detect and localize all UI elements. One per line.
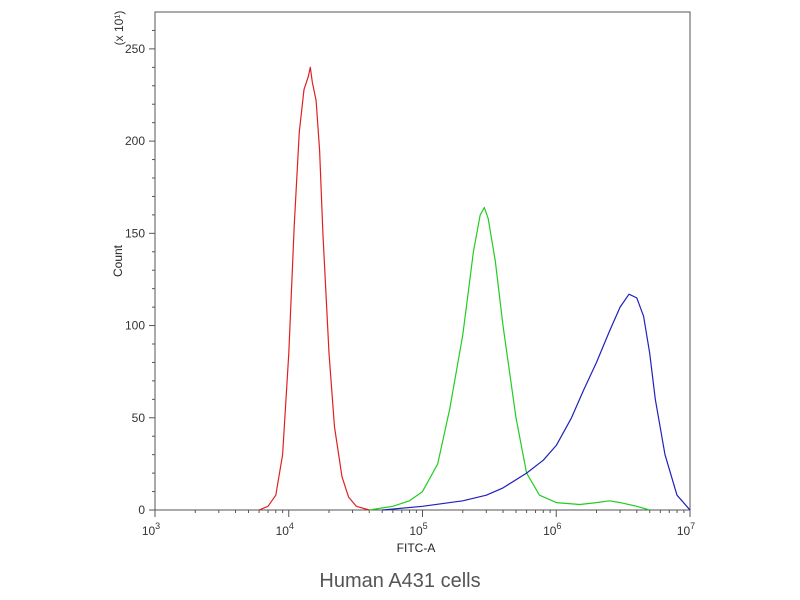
y-tick-label: 100 bbox=[125, 319, 145, 333]
x-axis-label: FITC-A bbox=[397, 541, 436, 555]
histogram-series-2 bbox=[369, 206, 650, 511]
histogram-series-1 bbox=[258, 66, 370, 511]
chart-caption: Human A431 cells bbox=[319, 570, 481, 592]
x-tick-label: 103 bbox=[142, 521, 160, 538]
histogram-series-3 bbox=[382, 293, 691, 511]
y-axis-ticks: 0 50 100 150 200 250 bbox=[125, 29, 155, 517]
plot-frame bbox=[154, 11, 691, 511]
y-tick-label: 50 bbox=[132, 411, 146, 425]
y-tick-label: 150 bbox=[125, 226, 145, 240]
x-tick-label: 106 bbox=[543, 521, 561, 538]
y-tick-label: 250 bbox=[125, 42, 145, 56]
y-axis-label: Count bbox=[111, 244, 125, 277]
x-tick-label: 104 bbox=[276, 521, 294, 538]
y-multiplier-label: (x 10¹) bbox=[112, 11, 126, 46]
y-tick-label: 200 bbox=[125, 134, 145, 148]
x-tick-label: 105 bbox=[409, 521, 427, 538]
y-tick-label: 0 bbox=[138, 503, 145, 517]
x-axis-ticks: 103 104 105 106 107 bbox=[142, 510, 695, 538]
x-tick-label: 107 bbox=[677, 521, 695, 538]
series-layer bbox=[258, 66, 691, 511]
